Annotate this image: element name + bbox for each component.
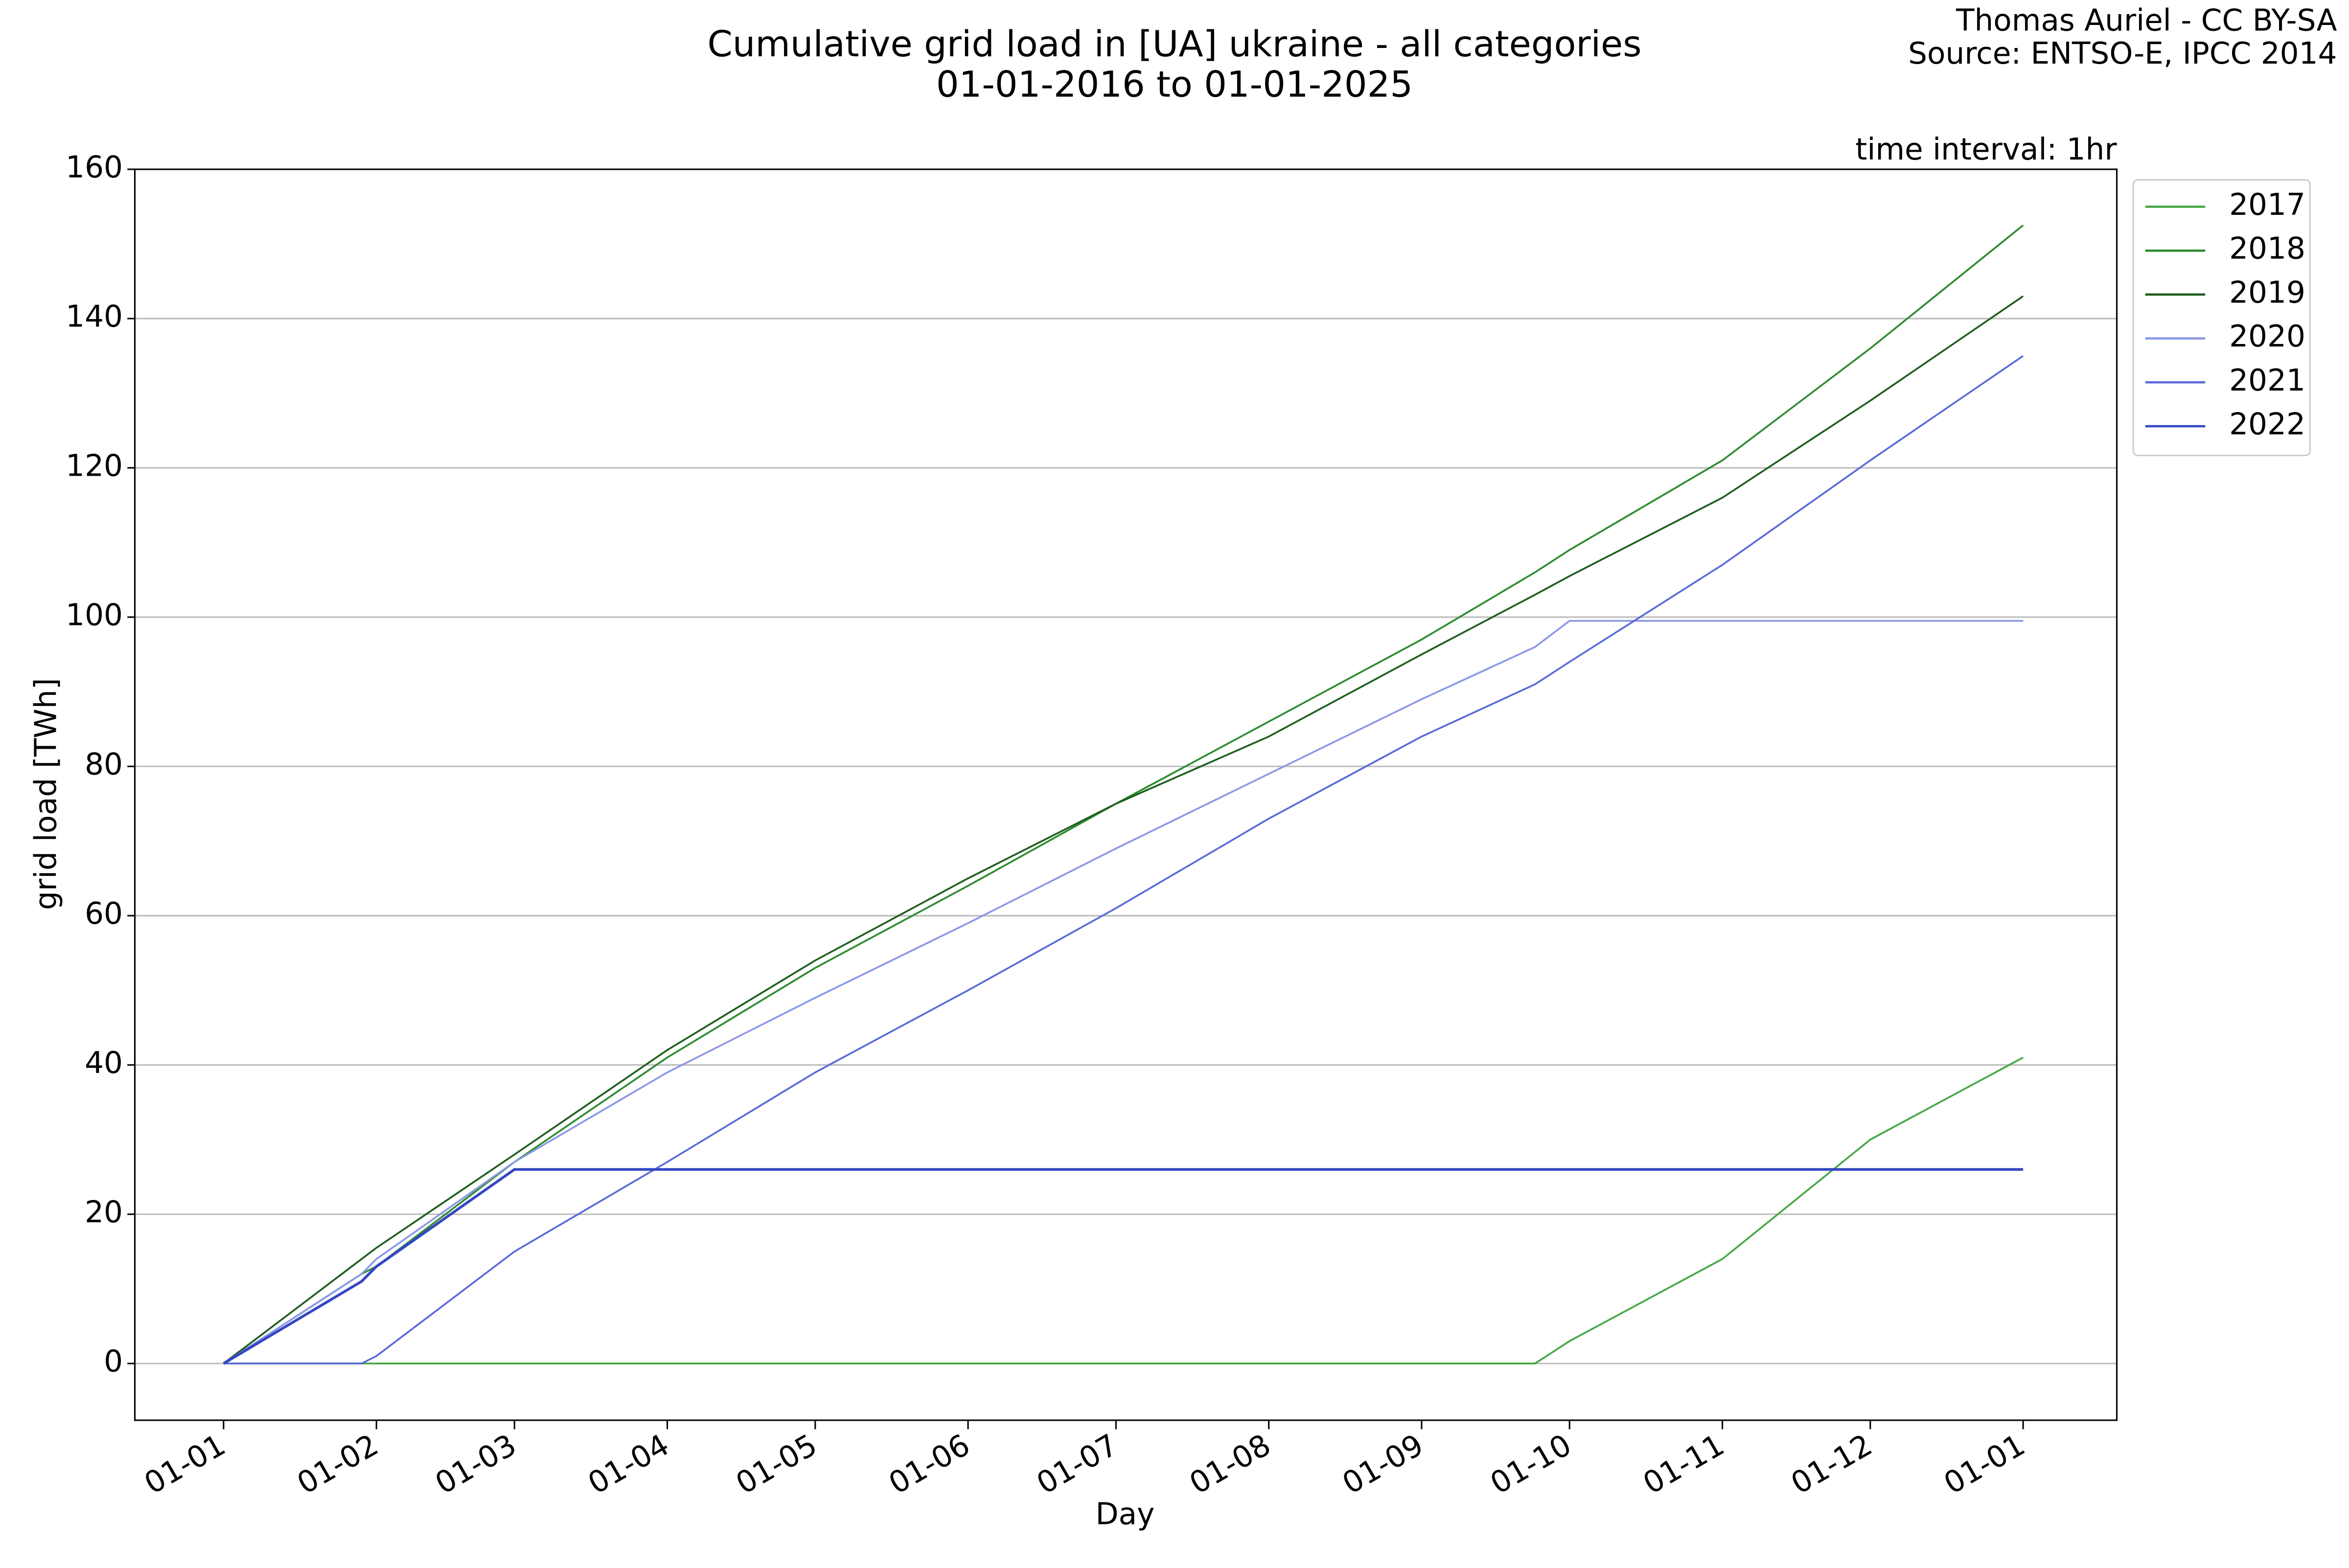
series-line xyxy=(223,1057,2024,1364)
series-line xyxy=(223,355,2024,1364)
source: Source: ENTSO-E, IPCC 2014 xyxy=(1908,36,2337,71)
y-tick-label: 140 xyxy=(66,300,123,334)
y-tick-label: 0 xyxy=(104,1344,123,1379)
legend-label: 2018 xyxy=(2229,231,2305,266)
x-tick-label: 01-04 xyxy=(582,1428,675,1501)
x-tick-label: 01-03 xyxy=(429,1428,522,1501)
x-tick-label: 01-11 xyxy=(1637,1428,1730,1501)
x-tick-label: 01-10 xyxy=(1484,1428,1577,1501)
chart-title: Cumulative grid load in [UA] ukraine - a… xyxy=(708,23,1642,65)
x-axis-label: Day xyxy=(1096,1497,1155,1532)
legend-label: 2021 xyxy=(2229,363,2305,398)
y-tick-label: 60 xyxy=(85,897,123,931)
series-line xyxy=(223,224,2024,1364)
x-tick-label: 01-01 xyxy=(138,1428,231,1501)
legend-label: 2019 xyxy=(2229,275,2305,310)
y-tick-label: 100 xyxy=(66,598,123,633)
x-tick-label: 01-02 xyxy=(291,1428,384,1501)
series-line xyxy=(223,295,2024,1364)
x-tick-label: 01-09 xyxy=(1336,1428,1429,1501)
x-tick-label: 01-01 xyxy=(1938,1428,2031,1501)
chart-subtitle: 01-01-2016 to 01-01-2025 xyxy=(936,64,1413,106)
y-tick-label: 80 xyxy=(85,747,123,782)
x-tick-label: 01-07 xyxy=(1031,1428,1124,1501)
legend-box xyxy=(2132,179,2311,457)
legend-label: 2017 xyxy=(2229,187,2305,222)
series-line xyxy=(223,1168,2024,1365)
x-tick-label: 01-05 xyxy=(730,1428,823,1501)
y-tick-label: 40 xyxy=(85,1046,123,1081)
legend-label: 2020 xyxy=(2229,319,2305,354)
legend-label: 2022 xyxy=(2229,407,2305,442)
interval-note: time interval: 1hr xyxy=(1855,132,2117,167)
x-tick-label: 01-06 xyxy=(883,1428,976,1501)
credit: Thomas Auriel - CC BY-SA xyxy=(1956,3,2337,38)
y-tick-label: 120 xyxy=(66,449,123,484)
y-tick-label: 20 xyxy=(85,1195,123,1230)
plot-frame xyxy=(134,168,2118,1421)
series-line xyxy=(223,620,2024,1364)
y-tick-label: 160 xyxy=(66,150,123,185)
x-tick-label: 01-12 xyxy=(1785,1428,1878,1501)
y-axis-label: grid load [TWh] xyxy=(29,678,64,910)
x-tick-label: 01-08 xyxy=(1184,1428,1277,1501)
